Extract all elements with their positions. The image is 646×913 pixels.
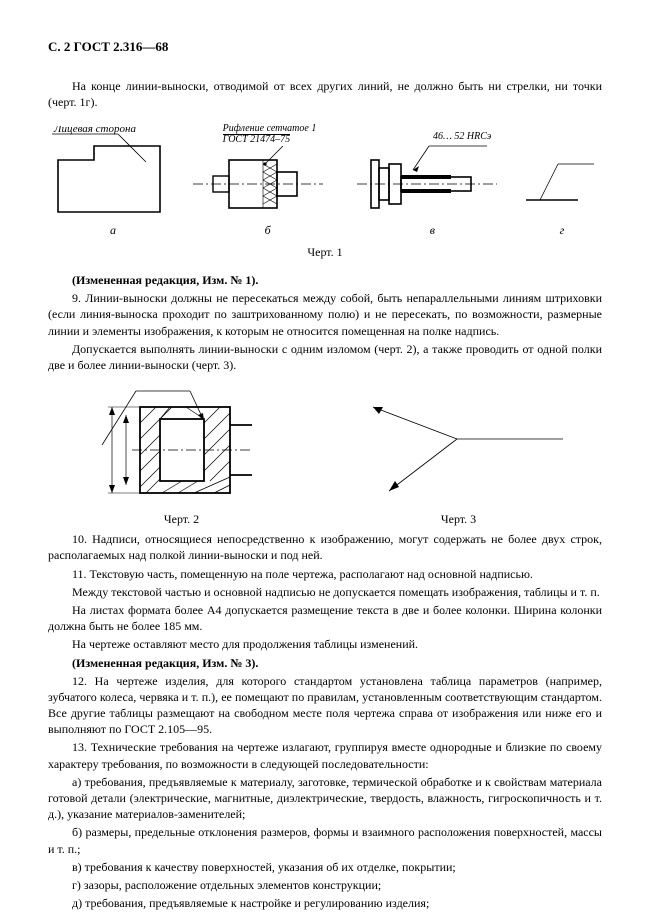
- para-9b: Допускается выполнять линии-выноски с од…: [48, 341, 602, 373]
- page-header: С. 2 ГОСТ 2.316—68: [48, 38, 602, 56]
- figure-2-caption: Черт. 2: [82, 511, 282, 527]
- label-v: в: [357, 222, 507, 238]
- label-a: а: [48, 222, 178, 238]
- para-13d: д) требования, предъявляемые к настройке…: [48, 895, 602, 911]
- para-11: 11. Текстовую часть, помещенную на поле …: [48, 566, 602, 582]
- para-13v: в) требования к качеству поверхностей, у…: [48, 859, 602, 875]
- leader-b-sub: ГОСТ 21474–75: [223, 134, 291, 145]
- amend-1: (Измененная редакция, Изм. № 1).: [48, 272, 602, 288]
- para-13a: а) требования, предъявляемые к материалу…: [48, 774, 602, 823]
- figure-1-caption: Черт. 1: [48, 244, 602, 260]
- figure-1v: 46… 52 HRCэ в: [357, 130, 507, 238]
- leader-label-a: Лицевая сторона: [53, 126, 136, 135]
- figure-1a: Лицевая сторона а: [48, 126, 178, 238]
- figure-3: Черт. 3: [349, 395, 569, 527]
- figure-2-3-row: Черт. 2 Черт. 3: [48, 387, 602, 527]
- intro-paragraph: На конце линии-выноски, отводимой от все…: [48, 78, 602, 110]
- leader-v: 46… 52 HRCэ: [433, 131, 491, 142]
- label-g: г: [522, 222, 602, 238]
- label-b: б: [193, 222, 343, 238]
- page-number: С. 2: [48, 39, 70, 54]
- para-11b: Между текстовой частью и основной надпис…: [48, 584, 602, 600]
- amend-3: (Измененная редакция, Изм. № 3).: [48, 655, 602, 671]
- standard-code: ГОСТ 2.316—68: [74, 39, 169, 54]
- para-10: 10. Надписи, относящиеся непосредственно…: [48, 531, 602, 563]
- para-12: 12. На чертеже изделия, для которого ста…: [48, 673, 602, 738]
- figure-1g: г: [522, 144, 602, 238]
- para-13: 13. Технические требования на чертеже из…: [48, 739, 602, 771]
- figure-1-row: Лицевая сторона а Рифление сетчатое 1 ГО…: [48, 128, 602, 238]
- figure-2: Черт. 2: [82, 385, 282, 527]
- para-11d: На чертеже оставляют место для продолжен…: [48, 636, 602, 652]
- para-9: 9. Линии-выноски должны не пересекаться …: [48, 290, 602, 339]
- para-11c: На листах формата более А4 допускается р…: [48, 602, 602, 634]
- para-13b: б) размеры, предельные отклонения размер…: [48, 824, 602, 856]
- para-13g: г) зазоры, расположение отдельных элемен…: [48, 877, 602, 893]
- figure-1b: Рифление сетчатое 1 ГОСТ 21474–75: [193, 124, 343, 238]
- figure-3-caption: Черт. 3: [349, 511, 569, 527]
- leader-b-top: Рифление сетчатое 1: [223, 123, 317, 134]
